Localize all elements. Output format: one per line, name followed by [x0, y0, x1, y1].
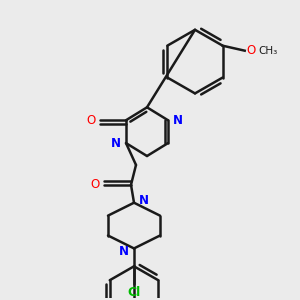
Text: O: O	[247, 44, 256, 57]
Text: N: N	[173, 114, 183, 127]
Text: N: N	[119, 245, 129, 258]
Text: CH₃: CH₃	[259, 46, 278, 56]
Text: O: O	[86, 114, 96, 127]
Text: Cl: Cl	[128, 286, 141, 299]
Text: N: N	[139, 194, 149, 207]
Text: O: O	[90, 178, 100, 191]
Text: N: N	[111, 136, 121, 150]
